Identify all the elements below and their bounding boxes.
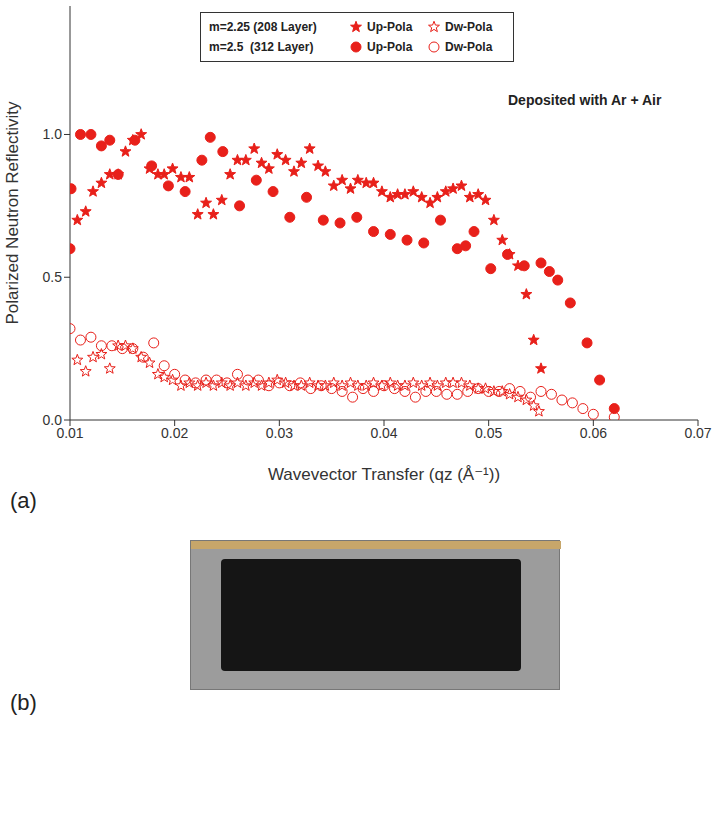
svg-text:0.05: 0.05 <box>475 425 502 441</box>
html-text:m=2.25 (208 Layer): m=2.25 (208 Layer) <box>209 20 317 34</box>
svg-text:0.02: 0.02 <box>161 425 188 441</box>
html-text:Dw-Pola: Dw-Pola <box>445 40 493 54</box>
html-text:Dw-Pola: Dw-Pola <box>445 20 493 34</box>
svg-text:0.03: 0.03 <box>266 425 293 441</box>
svg-text:0.0: 0.0 <box>43 412 63 428</box>
svg-text:0.5: 0.5 <box>43 269 63 285</box>
html-text:(a): (a) <box>10 488 37 513</box>
html-text:Up-Pola: Up-Pola <box>367 40 413 54</box>
svg-text:Wavevector Transfer (qz (Å⁻¹)): Wavevector Transfer (qz (Å⁻¹)) <box>268 465 500 484</box>
svg-text:Polarized Neutron Reflectivity: Polarized Neutron Reflectivity <box>3 101 22 324</box>
html-text:Deposited with Ar + Air: Deposited with Ar + Air <box>508 92 662 108</box>
svg-text:1.0: 1.0 <box>43 126 63 142</box>
svg-text:0.07: 0.07 <box>684 425 711 441</box>
html-text:m=2.5 (312 Layer): m=2.5 (312 Layer) <box>209 40 314 54</box>
html-text:(b): (b) <box>10 690 37 715</box>
svg-text:0.01: 0.01 <box>56 424 84 441</box>
svg-text:0.06: 0.06 <box>580 425 607 441</box>
svg-text:0.04: 0.04 <box>370 425 397 441</box>
html-text:Up-Pola: Up-Pola <box>367 20 413 34</box>
